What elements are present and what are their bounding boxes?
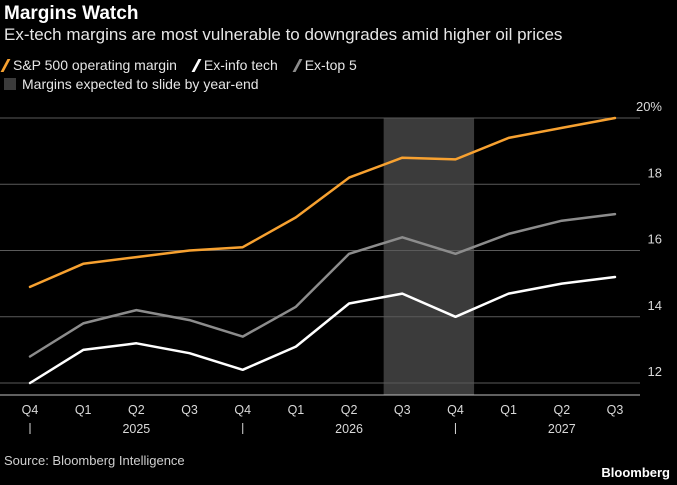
x-tick-label: Q4	[447, 403, 464, 417]
year-label: 2027	[548, 422, 576, 436]
legend: S&P 500 operating margin Ex-info tech Ex…	[0, 56, 371, 74]
x-tick-label: Q3	[607, 403, 624, 417]
legend-item-ex-top-5: Ex-top 5	[292, 57, 357, 74]
legend-item-shaded: Margins expected to slide by year-end	[4, 76, 259, 92]
legend-label-ex-info-tech: Ex-info tech	[203, 57, 278, 74]
year-label: 2025	[122, 422, 150, 436]
shaded-region	[383, 118, 475, 395]
legend-label-sp500: S&P 500 operating margin	[13, 57, 177, 74]
y-tick-label: 18	[648, 165, 662, 180]
x-tick-label: Q3	[181, 403, 198, 417]
chart-subtitle: Ex-tech margins are most vulnerable to d…	[4, 25, 563, 44]
legend-item-sp500: S&P 500 operating margin	[0, 57, 177, 74]
series-line-1	[28, 275, 617, 385]
y-tick-label: 20%	[636, 99, 662, 114]
legend-label-ex-top-5: Ex-top 5	[304, 57, 357, 74]
legend-label-shaded: Margins expected to slide by year-end	[22, 76, 259, 93]
x-tick-label: Q1	[500, 403, 517, 417]
y-tick-label: 14	[648, 298, 662, 313]
legend-swatch-shaded	[4, 78, 16, 91]
x-tick-label: Q1	[75, 403, 92, 417]
chart-title: Margins Watch	[4, 3, 139, 24]
series-line-2	[28, 212, 617, 358]
x-tick-label: Q4	[234, 403, 251, 417]
legend-item-ex-info-tech: Ex-info tech	[191, 57, 278, 74]
y-tick-labels-layer: 20% 18 16 14 12	[636, 99, 662, 379]
x-tick-label: Q1	[288, 403, 305, 417]
x-tick-label: Q4	[22, 403, 39, 417]
y-tick-label: 12	[648, 364, 662, 379]
x-tick-label: Q2	[128, 403, 145, 417]
bloomberg-logo: Bloomberg	[601, 465, 670, 480]
year-label: 2026	[335, 422, 363, 436]
series-layer	[28, 116, 617, 385]
shaded-region-layer	[383, 118, 475, 395]
x-tick-label: Q2	[553, 403, 570, 417]
gridlines-layer	[0, 117, 640, 396]
series-line-0	[28, 116, 617, 289]
legend-shaded: Margins expected to slide by year-end	[4, 75, 273, 92]
x-tick-label: Q2	[341, 403, 358, 417]
source-note: Source: Bloomberg Intelligence	[4, 453, 185, 468]
x-tick-labels-layer: Q4 Q1 Q2 Q3 Q4 Q1 Q2 Q3 Q4 Q1 Q2 Q3 2025 2026 2027	[22, 403, 624, 436]
x-tick-label: Q3	[394, 403, 411, 417]
y-tick-label: 16	[648, 232, 662, 247]
